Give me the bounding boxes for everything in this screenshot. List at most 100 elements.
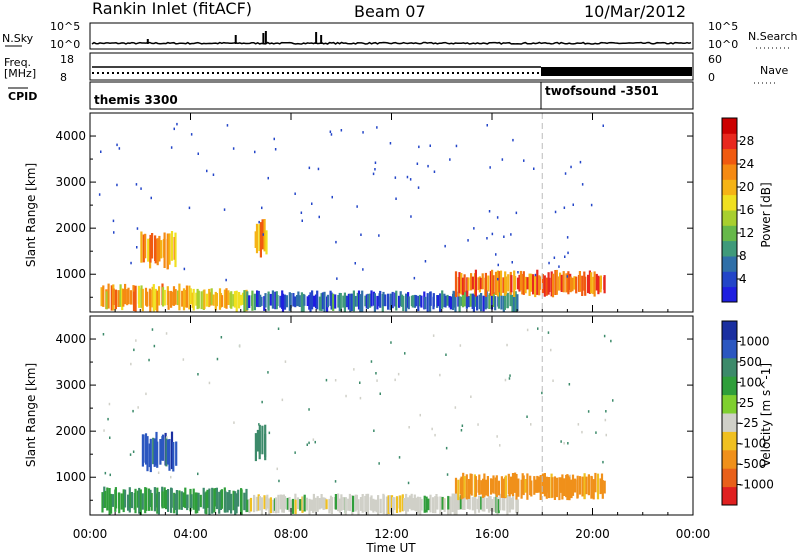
x-axis-ticks: 00:00 04:00 08:00 12:00 16:00 20:00 00:00 [73,113,710,541]
echo-speckle [433,170,436,173]
echo-cell [532,274,535,295]
echo-cell [157,491,160,515]
echo-cell [474,269,477,297]
echo-speckle [294,451,296,454]
echo-speckle [267,176,269,180]
echo-cell [419,496,422,515]
echo-cell [565,273,568,293]
echo-cell [519,270,522,291]
echo-speckle [220,336,223,339]
echo-speckle [404,352,406,355]
echo-cell [117,290,120,307]
echo-cell [454,271,458,298]
echo-cell [223,289,226,308]
echo-cell [484,272,487,297]
echo-cell [142,434,145,463]
echo-cell [151,286,154,308]
echo-speckle [359,381,361,384]
colorbar-tick-label: 500 [739,355,762,369]
cpid-panel: CPID themis 3300 twofsound -3501 [8,81,694,110]
echo-cell [106,487,109,511]
echo-speckle [112,219,115,223]
colorbar-cell [722,449,737,469]
echo-cell [322,497,325,510]
echo-speckle [461,424,464,427]
echo-speckle [314,440,316,444]
y-tick-label: 1000 [55,470,86,484]
echo-speckle [432,334,435,337]
echo-cell [172,286,176,306]
echo-speckle [496,435,498,438]
echo-cell [516,277,520,290]
echo-cell [220,295,224,307]
echo-cell [455,493,458,515]
echo-speckle [100,150,102,153]
echo-cell [541,274,544,294]
echo-speckle [212,173,215,176]
echo-cell [215,487,218,510]
echo-speckle [501,158,504,161]
echo-speckle [378,234,380,237]
echo-speckle [581,183,584,186]
echo-cell [285,295,288,308]
echo-cell [458,497,461,510]
echo-speckle [103,429,105,432]
echo-speckle [445,353,447,356]
echo-cell [308,294,311,310]
echo-cell [354,295,357,307]
echo-cell [465,290,468,309]
echo-speckle [102,333,105,336]
echo-speckle [398,456,401,459]
echo-cell [578,271,581,292]
beam-title: Beam 07 [354,2,426,21]
echo-cell [154,238,157,264]
echo-cell [142,234,145,263]
echo-cell [533,476,536,495]
power-y-ticks: 1000 2000 3000 4000 [55,112,693,298]
colorbar-frame [721,320,738,506]
echo-speckle [136,246,138,249]
echo-cell [590,272,593,294]
echo-speckle [166,436,168,439]
echo-cell [467,479,471,499]
noise-panel: N.Sky 10^5 10^0 10^5 10^0 N.Search [2,20,798,51]
cpid-frame [89,81,694,110]
echo-cell [408,495,412,509]
echo-cell [566,474,569,501]
echo-speckle [379,392,381,395]
echo-cell [382,291,385,307]
echo-cell [494,296,497,311]
echo-speckle [216,357,219,361]
echo-cell [484,479,488,496]
echo-cell [196,492,199,514]
echo-speckle [563,206,566,209]
echo-speckle [567,251,569,255]
echo-cell [524,276,527,294]
echo-cell [434,496,437,514]
echo-cell [156,441,159,468]
echo-speckle [373,429,375,432]
echo-cell [539,475,542,500]
echo-speckle [301,219,303,222]
echo-cell [350,293,353,311]
echo-cell [120,493,123,510]
colorbar-cell [722,413,737,432]
echo-speckle [470,395,472,398]
echo-speckle [151,328,154,331]
echo-cell [491,499,494,512]
echo-cell [297,291,300,307]
echo-cell [289,293,292,309]
echo-cell [292,293,295,307]
echo-speckle [577,423,580,426]
echo-speckle [548,261,550,265]
echo-cell [146,436,149,472]
echo-cell [578,476,582,495]
echo-cell [526,473,529,500]
echo-speckle [254,150,256,154]
echo-cell [144,233,147,259]
echo-speckle [109,473,111,477]
echo-cell [246,291,249,311]
echo-speckle [579,160,582,164]
echo-cell [291,498,295,514]
echo-speckle [135,339,137,342]
